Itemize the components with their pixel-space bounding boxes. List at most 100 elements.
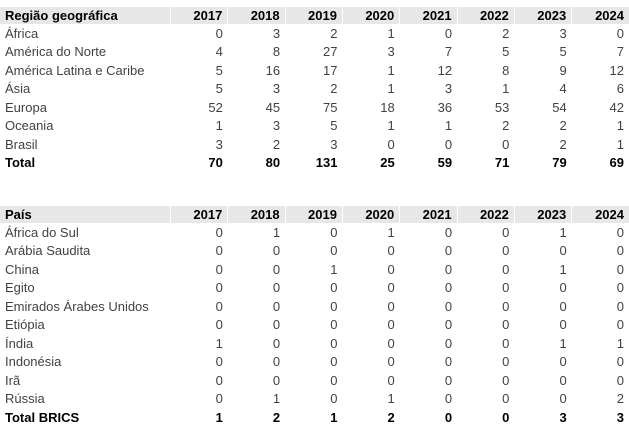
value-cell: 131	[315, 155, 338, 171]
value-cell: 5	[215, 62, 223, 78]
value-cell: 0	[444, 25, 453, 41]
value-cell: 0	[559, 391, 567, 407]
year-header: 2024	[571, 206, 629, 223]
value-cell: 0	[502, 391, 510, 407]
value-cell: 0	[330, 280, 338, 296]
value-cell: 79	[552, 155, 567, 171]
value-cell: 3	[272, 25, 281, 41]
value-cell: 1	[616, 335, 624, 351]
value-cell: 1	[387, 81, 395, 97]
value-cell: 3	[215, 136, 223, 152]
value-cell: 4	[559, 81, 567, 97]
year-header: 2018	[227, 7, 286, 24]
header-row: Região geográfica 2017 2018 2019 2020 2021 202…	[0, 7, 629, 24]
value-cell: 1	[272, 224, 281, 240]
value-cell: 4	[215, 44, 223, 60]
value-cell: 0	[387, 243, 395, 259]
value-cell: 5	[559, 44, 567, 60]
value-cell: 0	[444, 391, 453, 407]
value-cell: 0	[502, 372, 510, 388]
value-cell: 27	[322, 44, 338, 60]
value-cell: 1	[616, 118, 624, 134]
value-cell: 1	[559, 261, 567, 277]
value-cell: 0	[330, 224, 338, 240]
value-cell: 1	[502, 81, 510, 97]
row-label: Emirados Árabes Unidos	[5, 298, 149, 314]
value-cell: 2	[502, 25, 510, 41]
value-cell: 0	[616, 280, 624, 296]
row-label: Total	[5, 155, 36, 171]
table-row: África do Sul 0 1 0 1 0 0 1 0	[0, 223, 629, 242]
value-cell: 2	[387, 409, 395, 425]
table-row: África 0 3 2 1 0 2 3 0	[0, 24, 629, 43]
value-cell: 5	[215, 81, 223, 97]
value-cell: 3	[616, 409, 624, 425]
total-row: Total 70 80 131 25 59 71 79 69	[0, 154, 629, 173]
value-cell: 3	[272, 81, 281, 97]
value-cell: 2	[272, 409, 281, 425]
value-cell: 0	[215, 280, 223, 296]
value-cell: 53	[494, 99, 510, 115]
table-row: Emirados Árabes Unidos 0 0 0 0 0 0 0 0	[0, 297, 629, 316]
row-label: Arábia Saudita	[5, 243, 91, 259]
value-cell: 0	[215, 391, 223, 407]
value-cell: 0	[444, 409, 453, 425]
table-row: Brasil 3 2 3 0 0 0 2 1	[0, 135, 629, 154]
value-cell: 0	[387, 372, 395, 388]
value-cell: 0	[444, 372, 453, 388]
value-cell: 3	[559, 25, 567, 41]
value-cell: 0	[559, 280, 567, 296]
value-cell: 1	[559, 224, 567, 240]
value-cell: 2	[616, 391, 624, 407]
value-cell: 1	[330, 409, 338, 425]
value-cell: 3	[444, 81, 453, 97]
year-header: 2021	[399, 7, 458, 24]
value-cell: 0	[272, 335, 281, 351]
value-cell: 0	[616, 354, 624, 370]
table-row: Índia 1 0 0 0 0 0 1 1	[0, 334, 629, 353]
value-cell: 2	[559, 118, 567, 134]
value-cell: 3	[272, 118, 281, 134]
regions-table: Região geográfica 2017 2018 2019 2020 2021 202…	[0, 7, 629, 172]
row-label: Etiópia	[5, 317, 45, 333]
row-label: Irã	[5, 372, 21, 388]
value-cell: 75	[322, 99, 338, 115]
value-cell: 0	[616, 372, 624, 388]
value-cell: 12	[609, 62, 624, 78]
table-row: América do Norte 4 8 27 3 7 5 5 7	[0, 43, 629, 62]
value-cell: 0	[502, 243, 510, 259]
value-cell: 1	[387, 62, 395, 78]
countries-table: País 2017 2018 2019 2020 2021 2022 2023 2024 Áfri…	[0, 206, 629, 427]
value-cell: 0	[616, 317, 624, 333]
value-cell: 1	[559, 335, 567, 351]
value-cell: 0	[330, 298, 338, 314]
value-cell: 1	[272, 391, 281, 407]
value-cell: 7	[444, 44, 453, 60]
year-header: 2019	[284, 7, 343, 24]
table-row: Oceania 1 3 5 1 1 2 2 1	[0, 117, 629, 136]
value-cell: 0	[616, 224, 624, 240]
year-header: 2021	[399, 206, 458, 223]
value-cell: 0	[559, 317, 567, 333]
row-label: Oceania	[5, 118, 54, 134]
row-label: Europa	[5, 99, 47, 115]
value-cell: 8	[502, 62, 510, 78]
value-cell: 0	[387, 317, 395, 333]
value-cell: 0	[272, 298, 281, 314]
value-cell: 12	[437, 62, 453, 78]
row-label: Egito	[5, 280, 35, 296]
value-cell: 0	[215, 354, 223, 370]
table-row: China 0 0 1 0 0 0 1 0	[0, 260, 629, 279]
value-cell: 25	[380, 155, 395, 171]
row-label: África	[5, 25, 39, 41]
value-cell: 0	[616, 25, 624, 41]
value-cell: 1	[387, 118, 395, 134]
value-cell: 0	[330, 391, 338, 407]
row-label: Rússia	[5, 391, 45, 407]
value-cell: 16	[265, 62, 281, 78]
year-header: 2019	[284, 206, 343, 223]
value-cell: 0	[330, 335, 338, 351]
value-cell: 9	[559, 62, 567, 78]
header-row: País 2017 2018 2019 2020 2021 2022 2023 2024	[0, 206, 629, 223]
